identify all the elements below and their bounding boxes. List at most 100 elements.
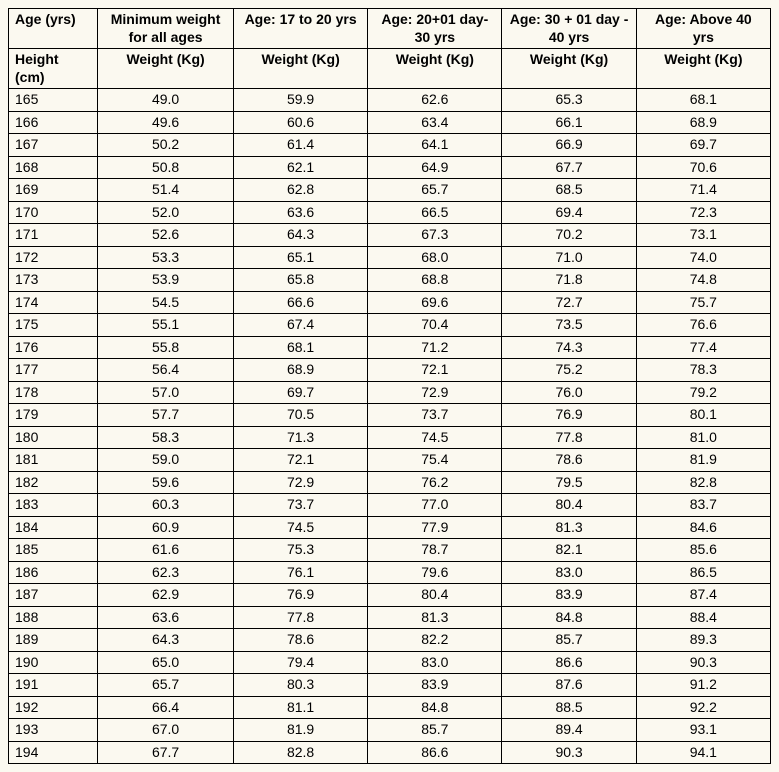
- weight-cell: 84.6: [636, 516, 770, 539]
- header-row-1: Age (yrs) Minimum weight for all ages Ag…: [9, 9, 771, 49]
- weight-cell: 63.4: [368, 111, 502, 134]
- weight-cell: 93.1: [636, 719, 770, 742]
- table-row: 18964.378.682.285.789.3: [9, 629, 771, 652]
- height-cell: 170: [9, 201, 98, 224]
- weight-cell: 65.8: [233, 269, 367, 292]
- weight-cell: 63.6: [233, 201, 367, 224]
- weight-cell: 78.3: [636, 359, 770, 382]
- weight-cell: 80.1: [636, 404, 770, 427]
- weight-cell: 67.7: [502, 156, 636, 179]
- weight-cell: 85.6: [636, 539, 770, 562]
- weight-cell: 76.1: [233, 561, 367, 584]
- table-row: 17957.770.573.776.980.1: [9, 404, 771, 427]
- weight-cell: 79.5: [502, 471, 636, 494]
- weight-cell: 73.1: [636, 224, 770, 247]
- weight-cell: 70.2: [502, 224, 636, 247]
- weight-cell: 94.1: [636, 741, 770, 764]
- table-row: 19467.782.886.690.394.1: [9, 741, 771, 764]
- height-cell: 190: [9, 651, 98, 674]
- weight-cell: 55.8: [98, 336, 234, 359]
- weight-cell: 72.1: [368, 359, 502, 382]
- weight-cell: 67.4: [233, 314, 367, 337]
- table-row: 19165.780.383.987.691.2: [9, 674, 771, 697]
- weight-cell: 68.9: [636, 111, 770, 134]
- weight-cell: 72.7: [502, 291, 636, 314]
- weight-cell: 72.3: [636, 201, 770, 224]
- weight-cell: 77.9: [368, 516, 502, 539]
- weight-cell: 76.0: [502, 381, 636, 404]
- table-row: 17454.566.669.672.775.7: [9, 291, 771, 314]
- height-cell: 184: [9, 516, 98, 539]
- table-row: 16750.261.464.166.969.7: [9, 134, 771, 157]
- table-row: 17353.965.868.871.874.8: [9, 269, 771, 292]
- weight-cell: 66.9: [502, 134, 636, 157]
- weight-cell: 85.7: [502, 629, 636, 652]
- weight-cell: 50.8: [98, 156, 234, 179]
- header-min: Minimum weight for all ages: [98, 9, 234, 49]
- height-cell: 189: [9, 629, 98, 652]
- weight-cell: 60.6: [233, 111, 367, 134]
- height-cell: 186: [9, 561, 98, 584]
- table-row: 17555.167.470.473.576.6: [9, 314, 771, 337]
- header-weight-c4: Weight (Kg): [636, 49, 770, 89]
- weight-cell: 81.9: [636, 449, 770, 472]
- weight-cell: 49.6: [98, 111, 234, 134]
- weight-cell: 66.4: [98, 696, 234, 719]
- weight-cell: 71.3: [233, 426, 367, 449]
- weight-cell: 71.0: [502, 246, 636, 269]
- table-row: 17253.365.168.071.074.0: [9, 246, 771, 269]
- weight-cell: 91.2: [636, 674, 770, 697]
- table-row: 18259.672.976.279.582.8: [9, 471, 771, 494]
- weight-cell: 76.9: [502, 404, 636, 427]
- weight-cell: 80.4: [368, 584, 502, 607]
- weight-cell: 80.4: [502, 494, 636, 517]
- weight-cell: 77.0: [368, 494, 502, 517]
- header-age-20-30: Age: 20+01 day- 30 yrs: [368, 9, 502, 49]
- table-row: 18360.373.777.080.483.7: [9, 494, 771, 517]
- table-row: 18159.072.175.478.681.9: [9, 449, 771, 472]
- header-age-30-40: Age: 30 + 01 day - 40 yrs: [502, 9, 636, 49]
- header-weight-c2: Weight (Kg): [368, 49, 502, 89]
- weight-cell: 84.8: [502, 606, 636, 629]
- weight-cell: 76.2: [368, 471, 502, 494]
- weight-cell: 65.7: [368, 179, 502, 202]
- table-row: 17756.468.972.175.278.3: [9, 359, 771, 382]
- weight-cell: 74.8: [636, 269, 770, 292]
- weight-cell: 71.2: [368, 336, 502, 359]
- table-row: 18662.376.179.683.086.5: [9, 561, 771, 584]
- weight-cell: 69.7: [636, 134, 770, 157]
- weight-cell: 90.3: [636, 651, 770, 674]
- weight-cell: 79.4: [233, 651, 367, 674]
- weight-height-table: Age (yrs) Minimum weight for all ages Ag…: [8, 8, 771, 764]
- table-row: 19266.481.184.888.592.2: [9, 696, 771, 719]
- table-row: 17857.069.772.976.079.2: [9, 381, 771, 404]
- weight-cell: 64.1: [368, 134, 502, 157]
- height-cell: 171: [9, 224, 98, 247]
- weight-cell: 54.5: [98, 291, 234, 314]
- weight-cell: 82.1: [502, 539, 636, 562]
- weight-cell: 59.6: [98, 471, 234, 494]
- table-row: 17052.063.666.569.472.3: [9, 201, 771, 224]
- table-row: 18058.371.374.577.881.0: [9, 426, 771, 449]
- weight-cell: 74.3: [502, 336, 636, 359]
- weight-cell: 78.6: [233, 629, 367, 652]
- table-row: 18460.974.577.981.384.6: [9, 516, 771, 539]
- weight-cell: 72.1: [233, 449, 367, 472]
- weight-cell: 83.0: [502, 561, 636, 584]
- weight-cell: 65.1: [233, 246, 367, 269]
- height-cell: 176: [9, 336, 98, 359]
- weight-cell: 81.0: [636, 426, 770, 449]
- height-cell: 172: [9, 246, 98, 269]
- height-cell: 192: [9, 696, 98, 719]
- weight-cell: 77.8: [233, 606, 367, 629]
- header-age-17-20: Age: 17 to 20 yrs: [233, 9, 367, 49]
- weight-cell: 82.8: [233, 741, 367, 764]
- weight-cell: 68.8: [368, 269, 502, 292]
- weight-cell: 76.6: [636, 314, 770, 337]
- height-cell: 182: [9, 471, 98, 494]
- weight-cell: 83.9: [368, 674, 502, 697]
- weight-cell: 83.0: [368, 651, 502, 674]
- weight-cell: 68.0: [368, 246, 502, 269]
- height-cell: 188: [9, 606, 98, 629]
- weight-cell: 81.3: [368, 606, 502, 629]
